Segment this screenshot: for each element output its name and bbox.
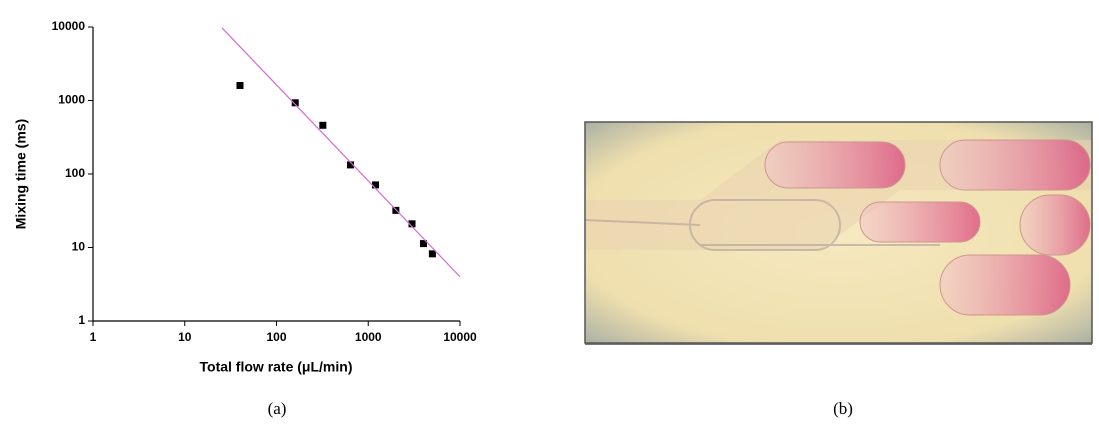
data-point	[236, 81, 244, 89]
data-point	[372, 181, 380, 189]
x-tick-label: 10	[178, 330, 192, 344]
data-point	[291, 99, 299, 107]
x-tick-label: 1	[90, 330, 97, 344]
y-tick-label: 1	[78, 313, 85, 327]
fit-line	[221, 27, 461, 278]
y-tick-label: 1000	[58, 93, 85, 107]
data-point	[319, 121, 327, 129]
x-tick-label: 100	[266, 330, 286, 344]
x-tick-label: 10000	[443, 330, 477, 344]
caption: (a)	[268, 399, 287, 418]
y-tick-label: 10000	[52, 19, 86, 33]
y-tick-label: 10	[72, 240, 86, 254]
data-point	[408, 220, 416, 228]
data-point	[346, 161, 354, 169]
x-axis-title: Total flow rate (μL/min)	[200, 359, 353, 375]
y-axis-title: Mixing time (ms)	[13, 119, 29, 229]
data-point	[419, 240, 427, 248]
photo	[584, 121, 1093, 345]
caption: (b)	[833, 399, 853, 418]
data-point	[428, 250, 436, 258]
y-tick-label: 100	[65, 166, 85, 180]
x-tick-label: 1000	[355, 330, 382, 344]
